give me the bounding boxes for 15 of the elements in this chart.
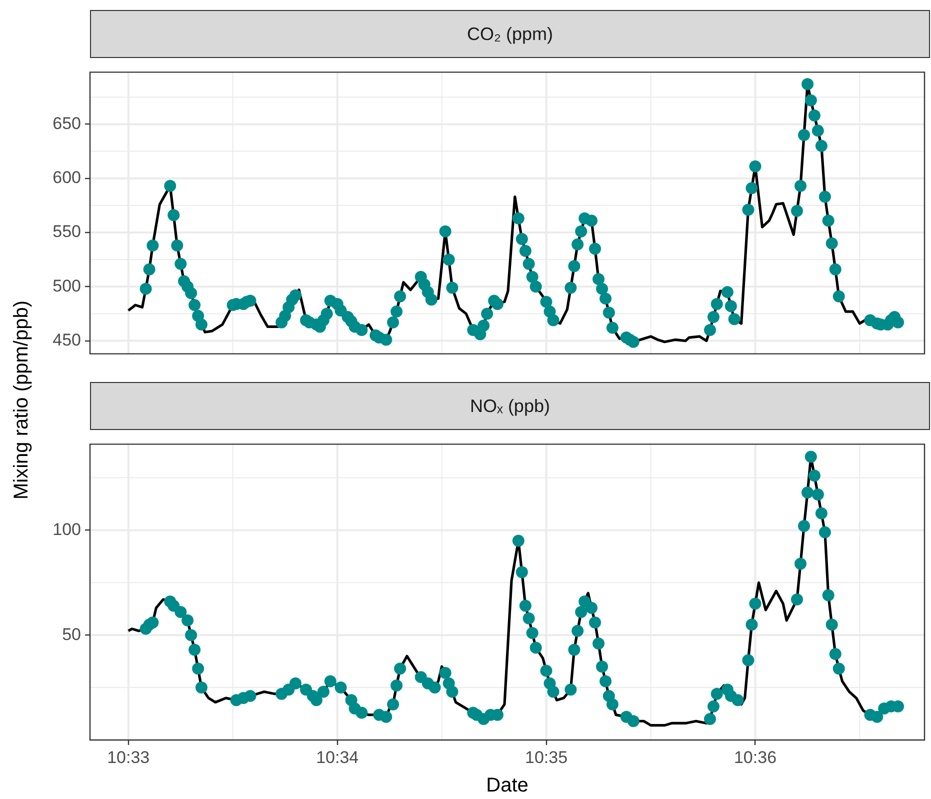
x-axis-title: Date (486, 774, 528, 797)
y-tick-label: 600 (52, 168, 81, 188)
y-tick-label: 500 (52, 276, 81, 296)
y-tick-label: 50 (62, 624, 81, 644)
y-tick-label: 550 (52, 222, 81, 242)
x-tick-label: 10:36 (734, 748, 777, 767)
chart-title: CO₂ (ppm) (90, 10, 930, 58)
y-tick-label: 450 (52, 330, 81, 350)
x-tick-label: 10:34 (316, 748, 359, 767)
x-tick-label: 10:35 (525, 748, 568, 767)
y-axis-title: Mixing ratio (ppm/ppb) (10, 300, 34, 500)
y-tick-label: 650 (52, 114, 81, 133)
y-tick-label: 100 (52, 520, 81, 539)
chart-title: NOₓ (ppb) (90, 382, 930, 430)
x-tick-label: 10:33 (107, 748, 150, 767)
